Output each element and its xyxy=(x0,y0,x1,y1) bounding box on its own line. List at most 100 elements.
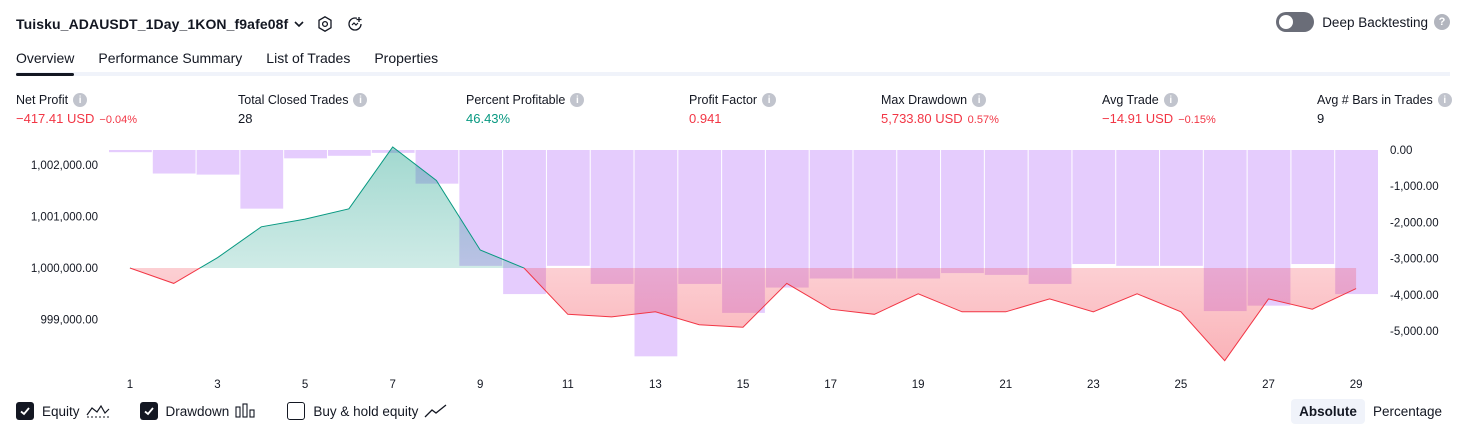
x-axis-tick: 21 xyxy=(999,379,1012,390)
add-to-chart-icon[interactable] xyxy=(344,13,366,35)
absolute-mode-button[interactable]: Absolute xyxy=(1291,399,1365,424)
legend-equity[interactable]: Equity xyxy=(16,402,110,420)
left-axis-tick: 1,001,000.00 xyxy=(31,212,98,224)
x-axis-tick: 5 xyxy=(302,379,308,390)
metric-label: Avg Trade xyxy=(1102,93,1159,107)
right-axis-tick: -3,000.00 xyxy=(1390,254,1439,266)
drawdown-bar xyxy=(897,150,941,279)
metric-label: Profit Factor xyxy=(689,93,758,107)
equity-profit-area xyxy=(129,147,1357,268)
drawdown-bar xyxy=(1028,150,1072,284)
x-axis-tick: 15 xyxy=(737,379,750,390)
x-axis-tick: 11 xyxy=(562,379,574,390)
info-icon[interactable]: i xyxy=(762,93,777,107)
equity-line-icon xyxy=(86,403,110,419)
metric-max-drawdown: Max Drawdown i 5,733.80 USD 0.57% xyxy=(881,93,999,126)
tab-properties[interactable]: Properties xyxy=(374,50,439,66)
left-axis-tick: 1,000,000.00 xyxy=(31,263,98,275)
tab-performance-summary[interactable]: Performance Summary xyxy=(98,50,243,66)
left-axis-tick: 1,002,000.00 xyxy=(31,160,98,172)
equity-loss-area xyxy=(129,268,1357,361)
metric-total-closed-trades: Total Closed Trades i 28 xyxy=(238,93,368,126)
info-icon[interactable]: i xyxy=(1437,93,1452,107)
metric-avg-trade: Avg Trade i −14.91 USD −0.15% xyxy=(1102,93,1216,126)
equity-drawdown-chart[interactable]: 1,002,000.00 1,001,000.00 1,000,000.00 999,… xyxy=(0,140,1466,390)
chevron-down-icon[interactable] xyxy=(292,13,306,35)
drawdown-checkbox[interactable] xyxy=(139,402,158,420)
metric-label: Total Closed Trades xyxy=(238,93,349,107)
legend-buy-hold[interactable]: Buy & hold equity xyxy=(287,402,448,420)
metrics-row: Net Profit i −417.41 USD −0.04% Total Clos… xyxy=(0,93,1466,133)
metric-percent-profitable: Percent Profitable i 46.43% xyxy=(466,93,585,126)
deep-backtesting-toggle[interactable] xyxy=(1276,12,1315,32)
legend-equity-label: Equity xyxy=(42,403,80,419)
drawdown-bar xyxy=(1160,150,1203,266)
metric-value: −417.41 USD xyxy=(16,111,95,126)
x-axis-tick: 7 xyxy=(389,379,395,390)
equity-line-profit xyxy=(129,146,525,268)
right-axis-tick: -4,000.00 xyxy=(1390,290,1439,302)
metric-value: 5,733.80 USD xyxy=(881,111,963,126)
drawdown-bar xyxy=(1072,150,1116,265)
drawdown-bar xyxy=(240,150,284,209)
left-axis-tick: 999,000.00 xyxy=(40,315,98,327)
info-icon[interactable]: i xyxy=(1163,93,1178,107)
scale-mode-switch: Absolute Percentage xyxy=(1291,399,1450,424)
strategy-name[interactable]: Tuisku_ADAUSDT_1Day_1KON_f9afe08f xyxy=(16,16,289,32)
buy-hold-checkbox[interactable] xyxy=(287,402,306,420)
deep-backtesting: Deep Backtesting ? xyxy=(1276,12,1450,32)
drawdown-bar xyxy=(634,150,678,357)
drawdown-bar xyxy=(941,150,984,274)
deep-backtesting-label: Deep Backtesting xyxy=(1322,14,1428,30)
tab-list-of-trades[interactable]: List of Trades xyxy=(266,50,351,66)
report-tabs: Overview Performance Summary List of Tra… xyxy=(16,44,1450,76)
x-axis-tick: 27 xyxy=(1262,379,1275,390)
drawdown-bar xyxy=(765,150,809,288)
metric-avg-bars: Avg # Bars in Trades i 9 xyxy=(1317,93,1452,126)
info-icon[interactable]: i xyxy=(972,93,987,107)
drawdown-bar xyxy=(809,150,853,279)
legend-drawdown[interactable]: Drawdown xyxy=(139,402,258,420)
drawdown-bar xyxy=(546,150,590,266)
help-icon[interactable]: ? xyxy=(1434,14,1450,30)
x-axis-tick: 17 xyxy=(824,379,837,390)
metric-value: 0.941 xyxy=(689,111,722,126)
drawdown-bar xyxy=(152,150,196,174)
equity-line-loss xyxy=(129,268,1357,362)
x-axis-tick: 25 xyxy=(1175,379,1188,390)
info-icon[interactable]: i xyxy=(353,93,368,107)
right-axis-tick: -5,000.00 xyxy=(1390,326,1439,338)
metric-percent: −0.15% xyxy=(1178,114,1216,126)
drawdown-bar xyxy=(590,150,634,284)
drawdown-bar xyxy=(853,150,897,279)
chart-legend: Equity Drawdown Buy & hold equity xyxy=(16,402,478,420)
metric-value: 9 xyxy=(1317,111,1325,126)
x-axis-tick: 19 xyxy=(912,379,925,390)
drawdown-bar xyxy=(678,150,722,284)
toggle-knob xyxy=(1279,15,1294,29)
metric-value: 46.43% xyxy=(466,111,511,126)
tab-overview[interactable]: Overview xyxy=(16,44,75,76)
drawdown-bar xyxy=(1291,150,1335,265)
metric-percent: −0.04% xyxy=(99,114,138,126)
x-axis-tick: 13 xyxy=(649,379,662,390)
right-axis-tick: -2,000.00 xyxy=(1390,217,1439,229)
legend-buy-hold-label: Buy & hold equity xyxy=(313,403,419,419)
percentage-mode-button[interactable]: Percentage xyxy=(1372,404,1442,419)
settings-icon[interactable] xyxy=(314,13,336,35)
metric-profit-factor: Profit Factor i 0.941 xyxy=(689,93,777,126)
legend-drawdown-label: Drawdown xyxy=(165,403,230,419)
info-icon[interactable]: i xyxy=(570,93,585,107)
right-axis-tick: -1,000.00 xyxy=(1390,181,1439,193)
buy-hold-line-icon xyxy=(424,403,448,419)
info-icon[interactable]: i xyxy=(73,93,88,107)
x-axis-tick: 23 xyxy=(1087,379,1100,390)
metric-label: Avg # Bars in Trades xyxy=(1317,93,1433,107)
drawdown-bar xyxy=(196,150,240,175)
metric-label: Net Profit xyxy=(16,93,69,107)
drawdown-bar xyxy=(327,150,371,156)
equity-checkbox[interactable] xyxy=(16,402,34,420)
right-axis-tick: 0.00 xyxy=(1390,145,1412,157)
metric-value: −14.91 USD xyxy=(1102,111,1174,126)
x-axis-tick: 3 xyxy=(214,379,220,390)
